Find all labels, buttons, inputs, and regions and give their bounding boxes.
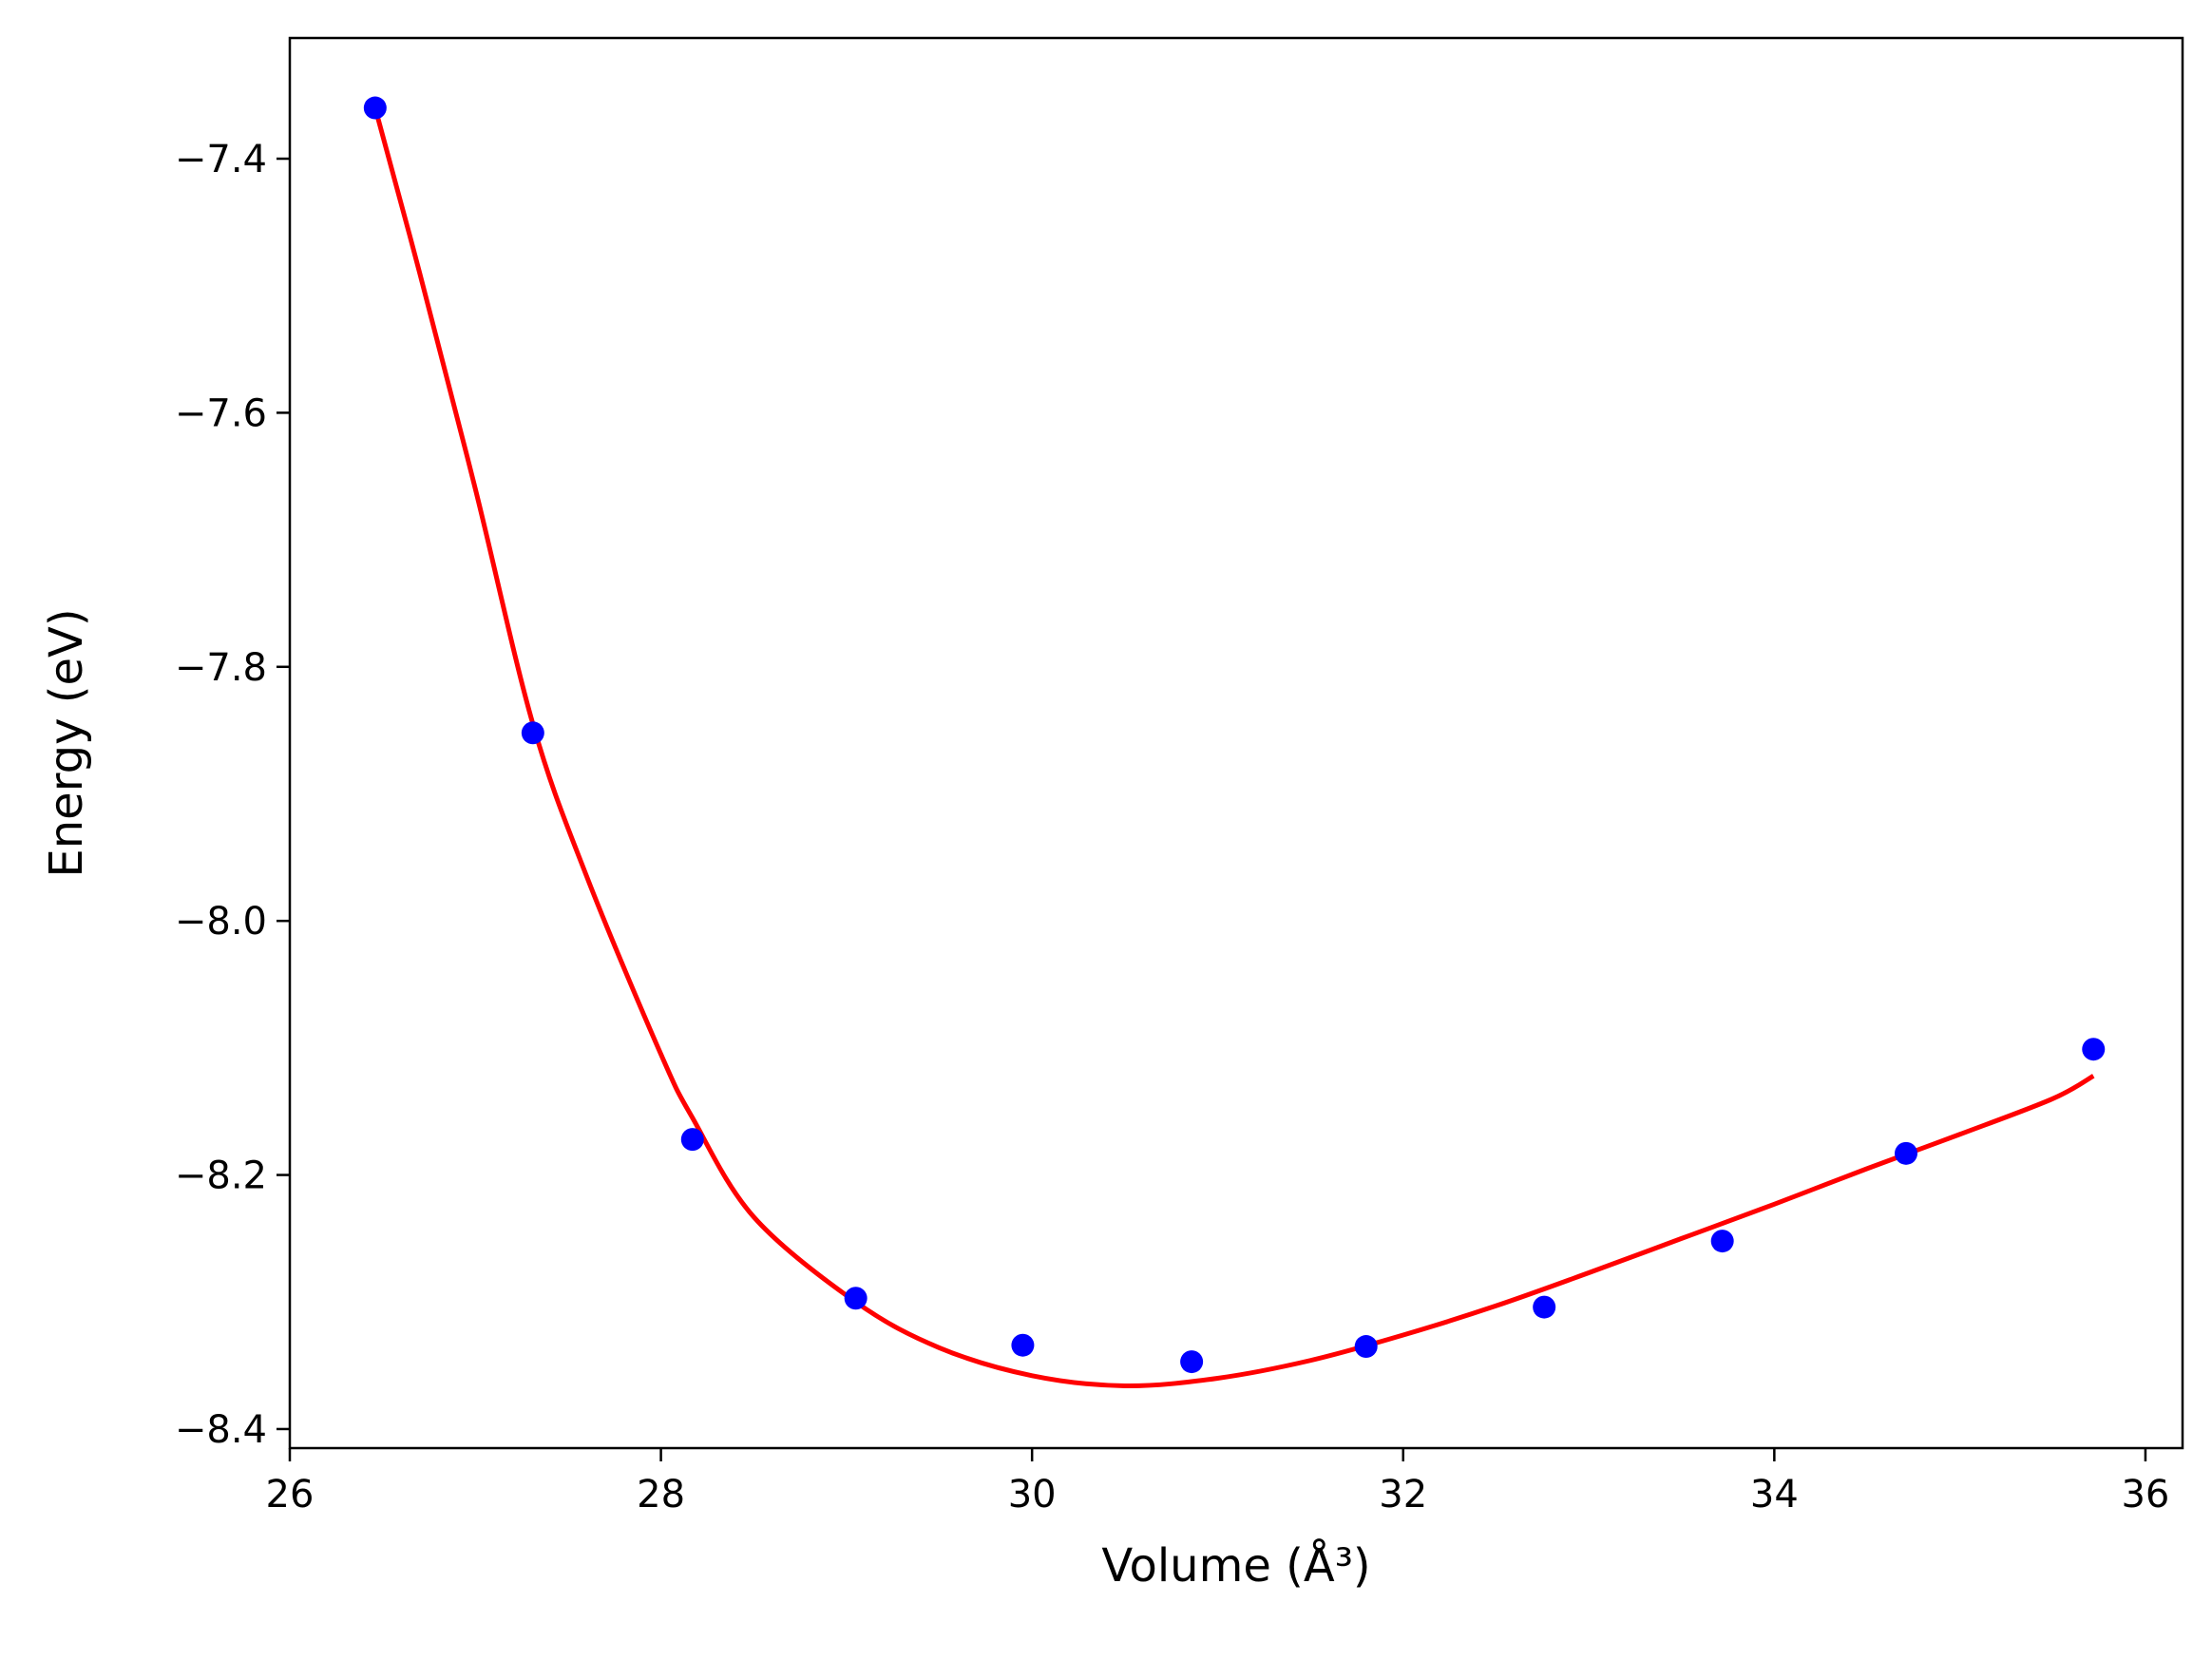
x-tick-label: 36 — [2121, 1473, 2169, 1517]
data-point — [363, 96, 387, 120]
y-tick-label: −7.8 — [175, 646, 267, 690]
data-point — [1533, 1295, 1556, 1319]
data-point — [1710, 1230, 1734, 1253]
y-axis-label: Energy (eV) — [40, 608, 93, 877]
data-point — [1180, 1350, 1204, 1374]
y-tick-label: −8.2 — [175, 1154, 267, 1198]
data-point — [1895, 1141, 1918, 1165]
data-point — [521, 721, 544, 745]
y-axis: −7.4 −7.6 −7.8 −8.0 −8.2 −8.4 — [175, 138, 290, 1452]
y-tick-label: −7.6 — [175, 391, 267, 435]
y-tick-label: −8.4 — [175, 1408, 267, 1452]
x-tick-label: 30 — [1008, 1473, 1057, 1517]
fit-curve — [372, 106, 2095, 1388]
data-point — [680, 1128, 704, 1152]
data-point — [1354, 1335, 1378, 1359]
data-point — [2082, 1038, 2106, 1061]
plot-frame — [288, 36, 2184, 1450]
x-tick-label: 32 — [1379, 1473, 1427, 1517]
fit-curve-layer — [372, 106, 2095, 1388]
y-tick-label: −8.0 — [175, 900, 267, 944]
x-tick-label: 26 — [266, 1473, 315, 1517]
plot-area — [363, 96, 2106, 1388]
x-axis: 26 28 30 32 34 36 — [266, 1448, 2169, 1517]
data-points-layer — [363, 96, 2106, 1374]
data-point — [1011, 1333, 1035, 1357]
x-tick-label: 34 — [1750, 1473, 1799, 1517]
y-tick-label: −7.4 — [175, 138, 267, 181]
x-axis-label: Volume (Å³) — [1101, 1538, 1370, 1593]
x-tick-label: 28 — [637, 1473, 685, 1517]
data-point — [844, 1287, 868, 1310]
